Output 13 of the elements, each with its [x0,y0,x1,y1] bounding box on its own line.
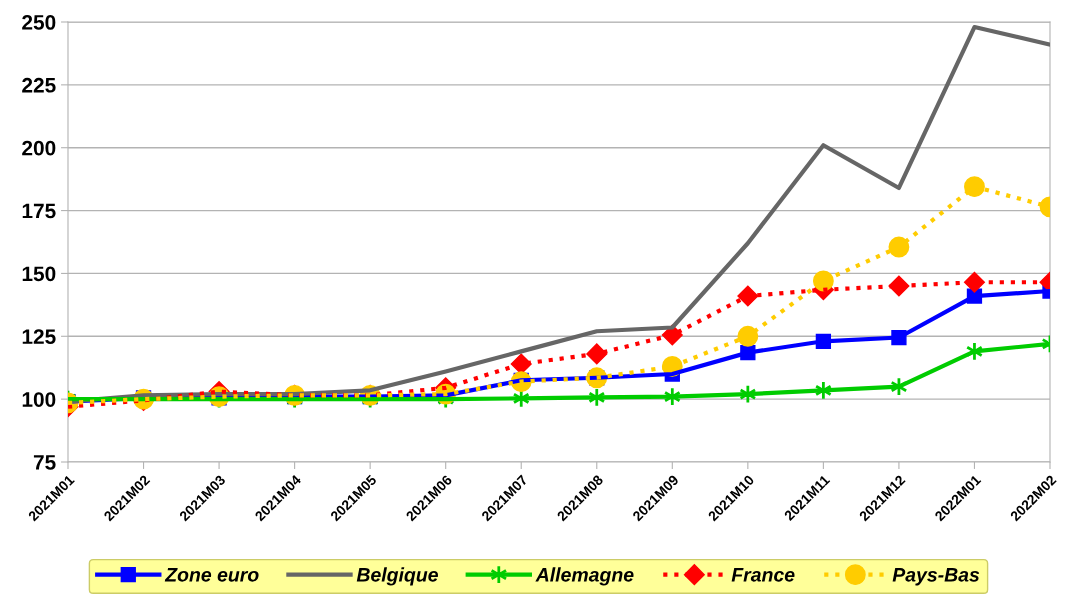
y-tick-label: 150 [22,266,56,282]
y-tick-label: 250 [22,15,56,30]
legend-label: Zone euro [164,568,259,582]
legend-label: France [731,568,795,582]
legend-label: Allemagne [535,567,634,586]
y-tick-label: 125 [22,329,56,345]
y-tick-label: 75 [33,455,56,470]
y-tick-label: 100 [22,392,56,407]
y-tick-label: 175 [22,203,56,219]
y-tick-label: 225 [22,77,56,93]
y-tick-label: 200 [22,140,56,156]
legend-label: Pays-Bas [892,568,980,586]
legend-label: Belgique [356,567,438,586]
